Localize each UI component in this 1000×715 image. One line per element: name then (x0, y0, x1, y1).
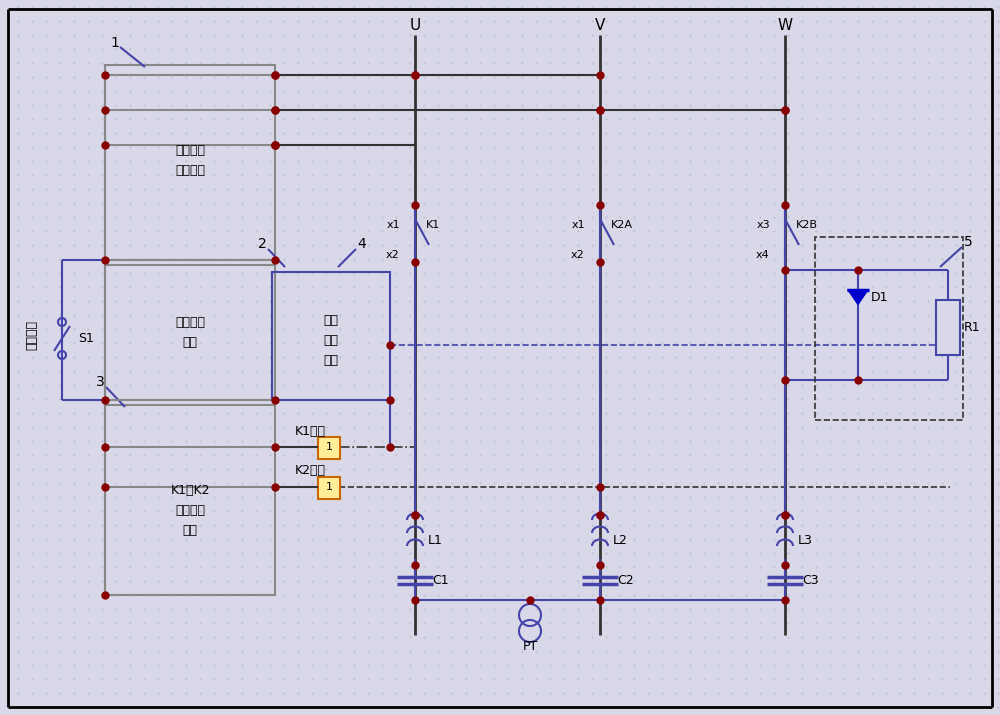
Text: x1: x1 (571, 220, 585, 230)
Bar (936, 300, 960, 355)
Text: 投切命令: 投切命令 (26, 320, 39, 350)
Bar (105, 265, 275, 400)
Bar (318, 477, 340, 499)
Text: x1: x1 (386, 220, 400, 230)
Text: 位置: 位置 (324, 313, 339, 327)
Text: V: V (595, 17, 605, 32)
Text: K2B: K2B (796, 220, 818, 230)
Text: x3: x3 (756, 220, 770, 230)
Text: x2: x2 (571, 250, 585, 260)
Text: 检测模块: 检测模块 (175, 164, 205, 177)
Text: S1: S1 (78, 332, 94, 345)
Text: K1线圈: K1线圈 (295, 425, 326, 438)
Text: 1: 1 (111, 36, 119, 50)
Text: 控制保护: 控制保护 (175, 315, 205, 328)
Bar (815, 237, 963, 420)
Text: 5: 5 (964, 235, 972, 249)
Text: 检测: 检测 (324, 333, 339, 347)
Text: 模块: 模块 (183, 335, 198, 348)
Text: K1: K1 (426, 220, 440, 230)
Text: x4: x4 (756, 250, 770, 260)
Text: C2: C2 (618, 574, 634, 588)
Text: C3: C3 (803, 574, 819, 588)
Text: R1: R1 (964, 321, 980, 334)
Text: K2线圈: K2线圈 (295, 465, 326, 478)
Polygon shape (848, 290, 868, 304)
Bar (105, 405, 275, 595)
Bar (272, 272, 390, 400)
Text: C1: C1 (433, 574, 449, 588)
Text: 线圈驱动: 线圈驱动 (175, 503, 205, 516)
Text: 4: 4 (358, 237, 366, 251)
Text: PT: PT (522, 641, 538, 654)
Text: K1、K2: K1、K2 (170, 483, 210, 496)
Text: K2A: K2A (611, 220, 633, 230)
Text: U: U (409, 17, 421, 32)
Text: 3: 3 (96, 375, 104, 389)
Text: 同步电压: 同步电压 (175, 144, 205, 157)
Text: 模块: 模块 (324, 353, 339, 367)
Text: L1: L1 (428, 533, 442, 546)
Text: 1: 1 (326, 482, 333, 492)
Text: 模块: 模块 (183, 523, 198, 536)
Text: W: W (777, 17, 793, 32)
Text: 1: 1 (326, 442, 333, 452)
Text: D1: D1 (871, 290, 889, 303)
Bar (105, 65, 275, 260)
Text: L2: L2 (613, 533, 627, 546)
Text: L3: L3 (798, 533, 812, 546)
Text: 2: 2 (258, 237, 266, 251)
Bar (318, 437, 340, 459)
Text: x2: x2 (386, 250, 400, 260)
